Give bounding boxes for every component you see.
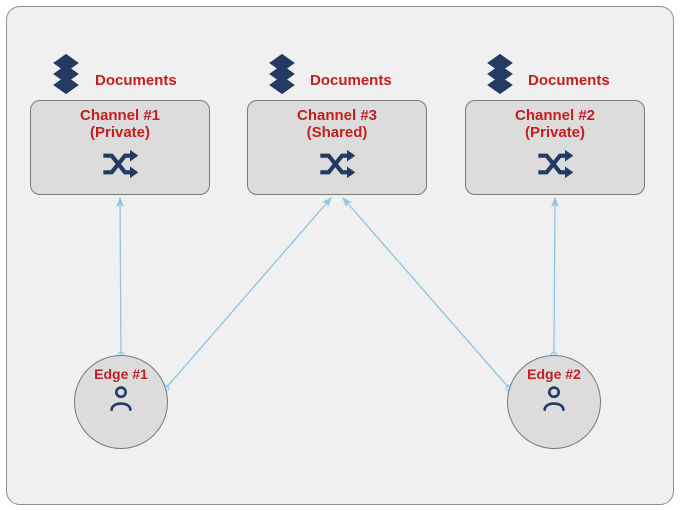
channel-title-line1: Channel #1 [80, 107, 160, 124]
documents-label: Documents [95, 72, 177, 89]
channel-title: Channel #2 (Private) [466, 101, 644, 142]
channel-title-line2: (Private) [525, 124, 585, 141]
person-icon [107, 384, 135, 417]
channel-title: Channel #1 (Private) [31, 101, 209, 142]
channel-title: Channel #3 (Shared) [248, 101, 426, 142]
channel-box-2-private: Channel #2 (Private) [465, 100, 645, 195]
shuffle-icon [466, 144, 644, 184]
edge-node-1: Edge #1 [74, 355, 168, 449]
channel-box-3-shared: Channel #3 (Shared) [247, 100, 427, 195]
documents-label: Documents [310, 72, 392, 89]
documents-stack-icon [260, 52, 304, 101]
documents-stack-icon [44, 52, 88, 101]
shuffle-icon [248, 144, 426, 184]
edge-node-2: Edge #2 [507, 355, 601, 449]
edge-label: Edge #1 [94, 366, 148, 382]
channel-title-line2: (Private) [90, 124, 150, 141]
diagram-root: Documents Documents Documents Channel #1… [0, 0, 680, 511]
person-icon [540, 384, 568, 417]
channel-title-line1: Channel #3 [297, 107, 377, 124]
shuffle-icon [31, 144, 209, 184]
channel-title-line2: (Shared) [307, 124, 368, 141]
channel-title-line1: Channel #2 [515, 107, 595, 124]
edge-label: Edge #2 [527, 366, 581, 382]
channel-box-1-private: Channel #1 (Private) [30, 100, 210, 195]
documents-stack-icon [478, 52, 522, 101]
documents-label: Documents [528, 72, 610, 89]
